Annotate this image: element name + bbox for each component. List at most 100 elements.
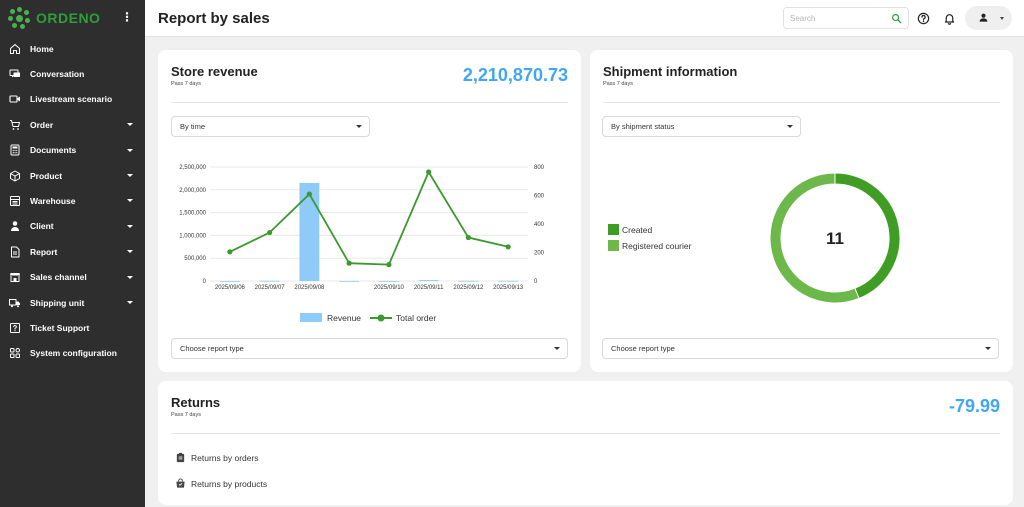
returns-by-orders-link[interactable]: Returns by orders [175, 452, 259, 463]
caret-down-icon [127, 173, 133, 177]
y-right-tick-label: 200 [534, 251, 545, 257]
grid-icon [10, 348, 20, 359]
bell-icon[interactable] [943, 12, 956, 25]
revenue-bar[interactable] [299, 182, 320, 281]
returns-link-label: Returns by products [191, 478, 268, 489]
sidebar-item-warehouse[interactable]: Warehouse [0, 188, 145, 213]
search-icon[interactable] [891, 13, 902, 24]
legend-created[interactable]: Created [608, 224, 652, 235]
donut-slice-registered-courier[interactable] [769, 172, 860, 304]
legend-label: Registered courier [622, 240, 692, 251]
y-left-tick-label: 1,000,000 [179, 233, 206, 239]
store-icon [10, 273, 20, 283]
x-tick-label: 2025/09/06 [215, 285, 246, 291]
revenue-bar[interactable] [339, 281, 360, 282]
sidebar-item-home[interactable]: Home [0, 36, 145, 61]
sidebar-item-system-configuration[interactable]: System configuration [0, 341, 145, 366]
returns-link-label: Returns by orders [191, 452, 259, 463]
shipment-status-value: By shipment status [611, 122, 675, 131]
store-revenue-total: 2,210,870.73 [462, 65, 568, 85]
time-select[interactable]: By time [171, 116, 370, 137]
returns-subtitle: Pass 7 days [171, 412, 201, 418]
logo-icon [8, 7, 32, 29]
caret-down-icon [127, 224, 133, 228]
cart-icon [10, 119, 20, 130]
home-icon [10, 43, 20, 54]
revenue-bar[interactable] [498, 280, 519, 282]
y-left-tick-label: 2,000,000 [179, 188, 206, 194]
donut-slice-created[interactable] [834, 172, 901, 300]
sidebar-item-label: Warehouse [30, 196, 76, 207]
y-left-tick-label: 1,500,000 [179, 211, 206, 217]
brand-name: ORDENO [36, 10, 101, 26]
shipment-report-type-value: Choose report type [611, 344, 675, 353]
total-order-point[interactable] [267, 229, 273, 236]
caret-down-icon [127, 250, 133, 254]
search-box[interactable] [783, 7, 909, 29]
sidebar-item-product[interactable]: Product [0, 163, 145, 188]
legend-total-order-label: Total order [396, 313, 436, 323]
shipment-card: Shipment information Pass 7 days By ship… [590, 50, 1013, 372]
sidebar-item-livestream-scenario[interactable]: Livestream scenario [0, 87, 145, 112]
shipment-report-type-select[interactable]: Choose report type [602, 338, 999, 359]
revenue-bar[interactable] [219, 281, 240, 282]
y-left-tick-label: 2,500,000 [179, 165, 206, 171]
top-header: Report by sales [145, 0, 1024, 37]
returns-card: Returns Pass 7 days -79.99 Returns by or… [158, 381, 1013, 505]
x-tick-label: 2025/09/13 [493, 285, 524, 291]
help-circle-icon[interactable] [917, 12, 930, 25]
divider [171, 433, 1000, 434]
total-order-point[interactable] [465, 234, 471, 241]
chat-icon [9, 69, 20, 78]
sidebar-item-documents[interactable]: Documents [0, 138, 145, 163]
shipment-status-select[interactable]: By shipment status [602, 116, 801, 137]
sidebar-item-label: Shipping unit [30, 297, 85, 308]
sidebar-item-conversation[interactable]: Conversation [0, 61, 145, 86]
chevron-down-icon [1000, 17, 1004, 20]
legend-revenue-swatch [300, 313, 322, 322]
caret-down-icon [356, 125, 362, 128]
legend-registered-courier[interactable]: Registered courier [608, 240, 691, 251]
total-order-point[interactable] [306, 191, 312, 197]
x-tick-label: 2025/09/07 [255, 285, 286, 291]
sidebar-item-label: Report [30, 246, 58, 257]
time-select-value: By time [180, 122, 206, 131]
total-order-point[interactable] [386, 262, 392, 268]
brand-logo[interactable]: ORDENO ⋮ [0, 0, 145, 36]
sidebar-item-order[interactable]: Order [0, 112, 145, 137]
sidebar-item-shipping-unit[interactable]: Shipping unit [0, 290, 145, 315]
sidebar-item-client[interactable]: Client [0, 214, 145, 239]
revenue-bar[interactable] [259, 280, 280, 282]
clipboard-icon [176, 452, 185, 463]
user-menu-button[interactable] [965, 6, 1012, 30]
sidebar-item-label: Client [30, 221, 54, 232]
sidebar-item-report[interactable]: Report [0, 239, 145, 264]
sidebar: ORDENO ⋮ Home Conversation Livestream scen… [0, 0, 145, 507]
x-tick-label: 2025/09/08 [294, 285, 325, 291]
sidebar-item-sales-channel[interactable]: Sales channel [0, 265, 145, 290]
search-input[interactable] [784, 8, 884, 29]
total-order-point[interactable] [505, 244, 511, 250]
revenue-bar[interactable] [378, 281, 399, 282]
sidebar-item-label: Conversation [30, 69, 85, 80]
total-order-point[interactable] [426, 169, 432, 175]
revenue-bar[interactable] [458, 280, 479, 282]
caret-down-icon [127, 148, 133, 152]
legend-revenue-label: Revenue [327, 313, 361, 323]
sidebar-item-ticket-support[interactable]: Ticket Support [0, 315, 145, 340]
shipment-subtitle: Pass 7 days [603, 81, 633, 87]
y-right-tick-label: 800 [534, 165, 545, 171]
more-vert-icon[interactable]: ⋮ [121, 10, 133, 24]
returns-by-products-link[interactable]: Returns by products [175, 478, 267, 489]
y-left-tick-label: 500,000 [184, 256, 206, 262]
x-tick-label: 2025/09/12 [453, 285, 484, 291]
shipment-title: Shipment information [603, 64, 738, 79]
total-order-point[interactable] [227, 249, 233, 255]
revenue-report-type-select[interactable]: Choose report type [171, 338, 568, 359]
sidebar-item-label: Sales channel [30, 272, 87, 283]
total-order-line [229, 170, 509, 266]
total-order-point[interactable] [346, 260, 352, 266]
sidebar-item-label: Ticket Support [30, 322, 90, 333]
revenue-bar[interactable] [418, 280, 439, 281]
sidebar-item-label: Product [30, 170, 63, 181]
